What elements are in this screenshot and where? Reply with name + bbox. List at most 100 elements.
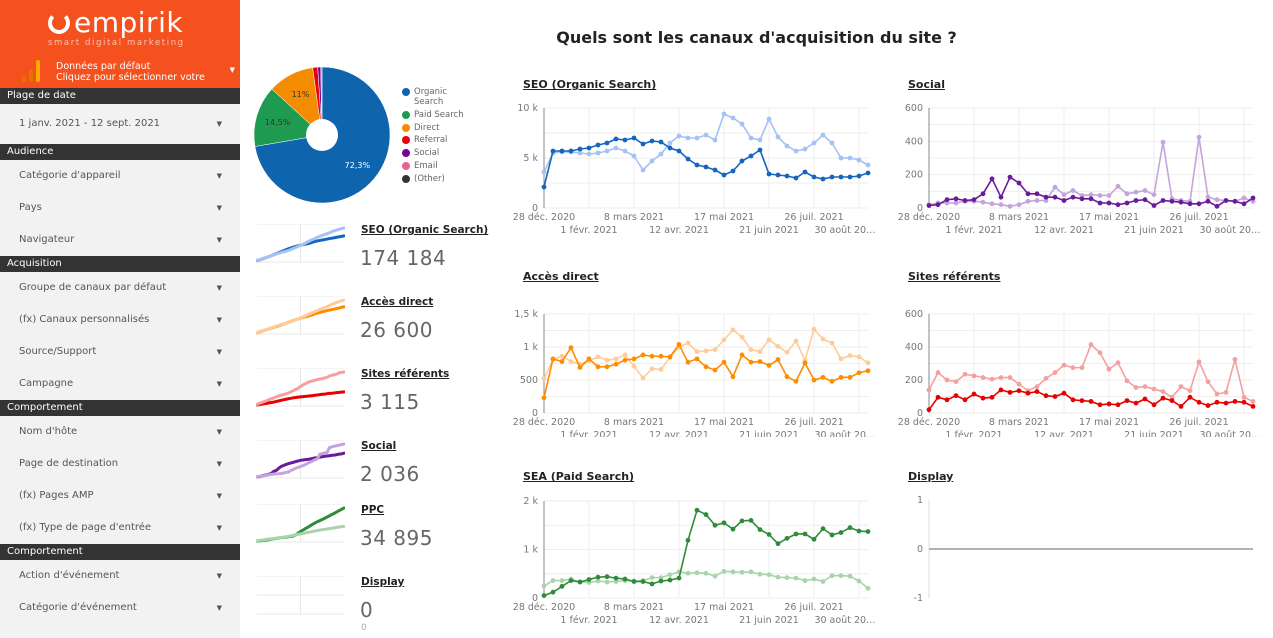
data-point[interactable] <box>550 148 556 154</box>
data-point[interactable] <box>1025 390 1031 396</box>
data-point[interactable] <box>631 135 637 141</box>
data-point[interactable] <box>784 535 790 541</box>
data-point[interactable] <box>1214 197 1220 203</box>
data-point[interactable] <box>1061 198 1067 203</box>
data-point[interactable] <box>775 343 781 349</box>
data-point[interactable] <box>980 375 986 380</box>
data-point[interactable] <box>1124 191 1130 197</box>
data-point[interactable] <box>1088 399 1094 404</box>
data-point[interactable] <box>658 353 664 359</box>
data-point[interactable] <box>793 378 799 384</box>
data-point[interactable] <box>980 395 986 401</box>
data-point[interactable] <box>1250 404 1256 409</box>
data-point[interactable] <box>1133 400 1139 406</box>
chart-title[interactable]: SEO (Organic Search) <box>523 78 657 91</box>
data-point[interactable] <box>595 364 601 370</box>
data-point[interactable] <box>1223 400 1229 406</box>
data-point[interactable] <box>559 353 565 359</box>
data-point[interactable] <box>838 356 844 362</box>
data-point[interactable] <box>1088 342 1094 347</box>
data-point[interactable] <box>739 518 745 524</box>
data-point[interactable] <box>1043 198 1049 203</box>
data-point[interactable] <box>676 341 682 347</box>
data-point[interactable] <box>1232 399 1238 404</box>
data-point[interactable] <box>640 352 646 358</box>
data-point[interactable] <box>838 530 844 535</box>
data-point[interactable] <box>811 174 817 180</box>
data-point[interactable] <box>998 375 1004 380</box>
data-point[interactable] <box>944 197 950 203</box>
data-point[interactable] <box>766 337 772 343</box>
data-point[interactable] <box>559 148 565 154</box>
data-point[interactable] <box>766 116 772 122</box>
data-point[interactable] <box>577 365 583 370</box>
data-point[interactable] <box>730 374 736 380</box>
data-point[interactable] <box>1178 404 1184 409</box>
data-point[interactable] <box>829 532 835 538</box>
data-point[interactable] <box>676 148 682 154</box>
data-point[interactable] <box>820 579 826 584</box>
pie-slice[interactable] <box>254 88 323 147</box>
data-point[interactable] <box>577 150 583 156</box>
data-point[interactable] <box>586 151 592 157</box>
data-point[interactable] <box>811 140 817 146</box>
data-point[interactable] <box>838 573 844 579</box>
data-point[interactable] <box>1061 192 1067 198</box>
data-point[interactable] <box>694 349 700 355</box>
data-point[interactable] <box>1088 192 1094 198</box>
data-point[interactable] <box>1115 183 1121 189</box>
data-point[interactable] <box>820 336 826 342</box>
data-point[interactable] <box>811 576 817 582</box>
data-point[interactable] <box>1250 399 1256 404</box>
data-point[interactable] <box>1016 202 1022 208</box>
data-point[interactable] <box>577 146 583 152</box>
chart-title[interactable]: SEA (Paid Search) <box>523 470 635 483</box>
data-point[interactable] <box>1196 201 1202 207</box>
data-point[interactable] <box>926 387 932 393</box>
data-point[interactable] <box>604 364 610 370</box>
data-point[interactable] <box>703 364 709 370</box>
data-point[interactable] <box>604 574 610 580</box>
data-point[interactable] <box>856 370 862 376</box>
data-point[interactable] <box>568 148 574 154</box>
data-point[interactable] <box>820 132 826 138</box>
data-point[interactable] <box>1160 198 1166 203</box>
data-point[interactable] <box>1160 395 1166 401</box>
data-point[interactable] <box>1214 399 1220 405</box>
data-point[interactable] <box>622 148 628 154</box>
data-point[interactable] <box>1178 199 1184 205</box>
data-point[interactable] <box>1115 360 1121 366</box>
filter-dropdown[interactable]: Pays ▼ <box>0 192 240 224</box>
data-point[interactable] <box>1106 366 1112 372</box>
data-point[interactable] <box>926 407 932 413</box>
data-point[interactable] <box>1079 398 1085 404</box>
data-point[interactable] <box>640 141 646 147</box>
data-point[interactable] <box>712 137 718 143</box>
data-point[interactable] <box>1124 200 1130 206</box>
data-point[interactable] <box>604 357 610 363</box>
data-point[interactable] <box>1223 198 1229 203</box>
data-point[interactable] <box>989 394 995 400</box>
data-point[interactable] <box>694 356 700 362</box>
data-point[interactable] <box>721 337 727 343</box>
data-point[interactable] <box>595 574 601 580</box>
filter-dropdown[interactable]: Catégorie d'événement ▼ <box>0 592 240 624</box>
data-point[interactable] <box>604 148 610 154</box>
data-point[interactable] <box>865 360 871 366</box>
data-point[interactable] <box>775 541 781 547</box>
data-point[interactable] <box>622 137 628 143</box>
data-point[interactable] <box>802 169 808 175</box>
data-point[interactable] <box>703 164 709 170</box>
data-point[interactable] <box>739 569 745 575</box>
data-point[interactable] <box>1241 195 1247 201</box>
filter-dropdown[interactable]: Groupe de canaux par défaut ▼ <box>0 272 240 304</box>
data-point[interactable] <box>613 356 619 362</box>
data-point[interactable] <box>550 589 556 595</box>
data-point[interactable] <box>820 526 826 532</box>
data-point[interactable] <box>1124 398 1130 404</box>
data-point[interactable] <box>766 532 772 537</box>
data-source-selector[interactable]: Données par défaut Cliquez pour sélectio… <box>20 58 235 86</box>
data-point[interactable] <box>739 352 745 358</box>
data-point[interactable] <box>1250 195 1256 201</box>
data-point[interactable] <box>559 359 565 364</box>
